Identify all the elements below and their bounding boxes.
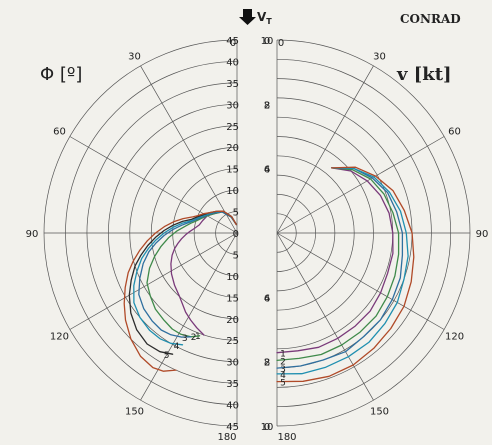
left-radial-tick-label: 0: [233, 229, 239, 240]
right-series-5-label: 5: [280, 379, 286, 389]
left-series-4-label: 4: [174, 342, 180, 352]
right-series-5-line: [276, 166, 415, 383]
right-series-3-label: 3: [280, 365, 286, 375]
right-series-2-line: [276, 167, 400, 362]
right-radial-tick-label: 2: [264, 358, 270, 369]
left-radial-tick-label: 40: [226, 401, 239, 412]
left-series-3-label: 3: [182, 334, 188, 344]
true-wind-label: VT: [257, 10, 272, 26]
right-series-2-label: 2: [280, 357, 286, 367]
left-series-1-label: 1: [195, 332, 201, 342]
right-radial-tick-label: 8: [264, 100, 270, 111]
right-series-4-line: [276, 167, 409, 375]
right-radial-tick-label: 2: [264, 100, 270, 111]
right-series-1-line: [276, 167, 394, 354]
left-series-5-label: 5: [164, 351, 170, 361]
left-radial-tick-label: 5: [233, 250, 239, 261]
right-radial-tick-label: 0: [264, 36, 270, 47]
right-series-1-label: 1: [280, 350, 286, 360]
left-angle-tick-label: 120: [50, 332, 69, 343]
right-panel-label: v [kt]: [396, 64, 452, 85]
left-radial-tick-label: 30: [226, 358, 239, 369]
right-grid-spoke: [276, 136, 445, 234]
right-angle-tick-label: 60: [448, 127, 461, 138]
right-radial-tick-label: 4: [264, 293, 270, 304]
left-angle-tick-label: 60: [53, 127, 66, 138]
right-radial-tick-label: 6: [264, 293, 270, 304]
brand-label: CONRAD: [400, 12, 461, 26]
left-angle-tick-label: 90: [26, 229, 39, 240]
left-series-unlabeled-line: [123, 210, 237, 372]
right-radial-tick-label: 8: [264, 358, 270, 369]
left-radial-tick-label: 45: [226, 36, 239, 47]
left-radial-tick-label: 35: [226, 379, 239, 390]
right-radial-tick-label: 10: [261, 36, 274, 47]
left-radial-tick-label: 40: [226, 57, 239, 68]
left-series-4-line: [133, 210, 237, 346]
right-radial-tick-label: 4: [264, 165, 270, 176]
left-grid-spoke: [69, 136, 238, 234]
left-series-2-label: 2: [191, 333, 197, 343]
right-angle-tick-label: 90: [476, 229, 489, 240]
left-grid-spoke: [69, 232, 238, 330]
right-angle-tick-label: 180: [277, 432, 296, 443]
right-grid-spoke: [276, 65, 374, 234]
right-radial-tick-label: 6: [264, 165, 270, 176]
left-angle-tick-label: 150: [125, 407, 144, 418]
left-radial-tick-label: 15: [226, 293, 239, 304]
left-series-2-line: [146, 211, 237, 338]
right-series-3-line: [276, 167, 404, 369]
left-angle-tick-label: 0: [230, 38, 236, 49]
left-polar-panel: 0306090120150180454540403535303025252020…: [26, 36, 239, 443]
left-radial-tick-label: 10: [226, 272, 239, 283]
left-radial-tick-label: 5: [233, 208, 239, 219]
left-radial-tick-label: 35: [226, 79, 239, 90]
left-radial-tick-label: 20: [226, 143, 239, 154]
left-radial-tick-label: 30: [226, 100, 239, 111]
left-radial-tick-label: 15: [226, 165, 239, 176]
left-grid-spoke: [140, 65, 238, 234]
left-radial-tick-label: 10: [226, 186, 239, 197]
right-angle-tick-label: 30: [373, 51, 386, 62]
right-angle-tick-label: 0: [278, 38, 284, 49]
left-radial-tick-label: 45: [226, 422, 239, 433]
left-radial-tick-label: 25: [226, 336, 239, 347]
left-angle-tick-label: 180: [217, 432, 236, 443]
right-angle-tick-label: 120: [445, 332, 464, 343]
left-angle-tick-label: 30: [128, 51, 141, 62]
left-radial-tick-label: 25: [226, 122, 239, 133]
right-grid-spoke: [276, 232, 374, 401]
left-series-3-line: [138, 211, 237, 338]
right-grid-spoke: [276, 232, 445, 330]
left-panel-label: Φ [º]: [40, 64, 82, 85]
right-series-4-label: 4: [280, 371, 286, 381]
right-radial-tick-label: 10: [261, 422, 274, 433]
right-radial-tick-label: 0: [264, 422, 270, 433]
left-radial-tick-label: 20: [226, 315, 239, 326]
right-angle-tick-label: 150: [370, 407, 389, 418]
true-wind-arrow-icon: [239, 9, 256, 25]
